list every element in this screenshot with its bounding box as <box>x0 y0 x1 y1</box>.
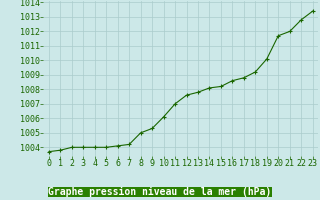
Text: Graphe pression niveau de la mer (hPa): Graphe pression niveau de la mer (hPa) <box>48 187 272 197</box>
